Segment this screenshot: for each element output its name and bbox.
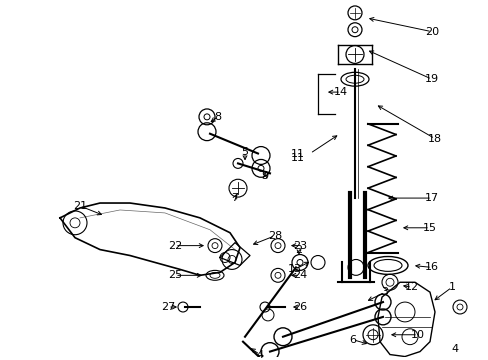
Text: 15: 15: [422, 223, 436, 233]
Text: 12: 12: [404, 282, 418, 292]
Text: 1: 1: [447, 282, 454, 292]
Text: 10: 10: [410, 330, 424, 340]
Text: 2: 2: [295, 244, 302, 255]
Text: 4: 4: [450, 343, 458, 354]
Text: 28: 28: [267, 231, 282, 241]
Text: 11: 11: [290, 153, 305, 163]
Text: 11: 11: [290, 149, 305, 158]
Text: 9: 9: [261, 171, 268, 181]
Text: 21: 21: [73, 201, 87, 211]
Text: 23: 23: [292, 240, 306, 251]
Text: 25: 25: [167, 270, 182, 280]
Text: 8: 8: [214, 112, 221, 122]
Text: 17: 17: [424, 193, 438, 203]
Text: 26: 26: [292, 302, 306, 312]
Text: 7: 7: [231, 193, 238, 203]
Text: 13: 13: [287, 264, 302, 274]
Text: 19: 19: [424, 74, 438, 84]
Text: 22: 22: [167, 240, 182, 251]
Text: 6: 6: [349, 335, 356, 345]
Text: 27: 27: [161, 302, 175, 312]
Text: 20: 20: [424, 27, 438, 37]
Text: 4: 4: [256, 350, 263, 360]
Text: 3: 3: [381, 287, 387, 297]
Text: 24: 24: [292, 270, 306, 280]
Text: 16: 16: [424, 262, 438, 273]
Text: 5: 5: [241, 147, 248, 157]
Text: 14: 14: [333, 87, 347, 97]
Text: 18: 18: [427, 134, 441, 144]
